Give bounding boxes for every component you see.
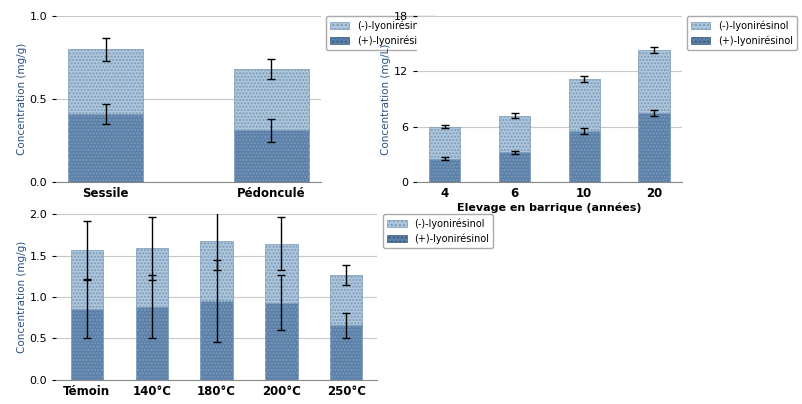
Bar: [136, 248, 168, 307]
Bar: [638, 113, 670, 182]
Bar: [499, 116, 530, 152]
Bar: [569, 79, 600, 131]
Y-axis label: Concentration (mg/g): Concentration (mg/g): [17, 43, 26, 155]
Legend: (-)-lyonirésinol, (+)-lyonirésinol: (-)-lyonirésinol, (+)-lyonirésinol: [383, 214, 493, 248]
Bar: [68, 114, 143, 182]
Bar: [499, 152, 530, 182]
Legend: (-)-lyonirésinol, (+)-lyonirésinol: (-)-lyonirésinol, (+)-lyonirésinol: [326, 16, 436, 50]
Bar: [638, 50, 670, 113]
Bar: [136, 307, 168, 380]
Bar: [265, 303, 298, 380]
Y-axis label: Concentration (mg/L): Concentration (mg/L): [381, 43, 391, 155]
Bar: [200, 242, 233, 301]
Bar: [569, 131, 600, 182]
Bar: [71, 309, 103, 380]
Bar: [265, 244, 298, 303]
Bar: [71, 250, 103, 309]
Bar: [429, 126, 460, 159]
Bar: [234, 130, 309, 182]
Bar: [330, 325, 363, 380]
Bar: [68, 49, 143, 114]
Legend: (-)-lyonirésinol, (+)-lyonirésinol: (-)-lyonirésinol, (+)-lyonirésinol: [687, 16, 797, 50]
X-axis label: Elevage en barrique (années): Elevage en barrique (années): [457, 202, 642, 213]
Bar: [330, 275, 363, 325]
Bar: [429, 159, 460, 182]
Y-axis label: Concentration (mg/g): Concentration (mg/g): [17, 241, 26, 353]
Bar: [234, 69, 309, 130]
Bar: [200, 301, 233, 380]
